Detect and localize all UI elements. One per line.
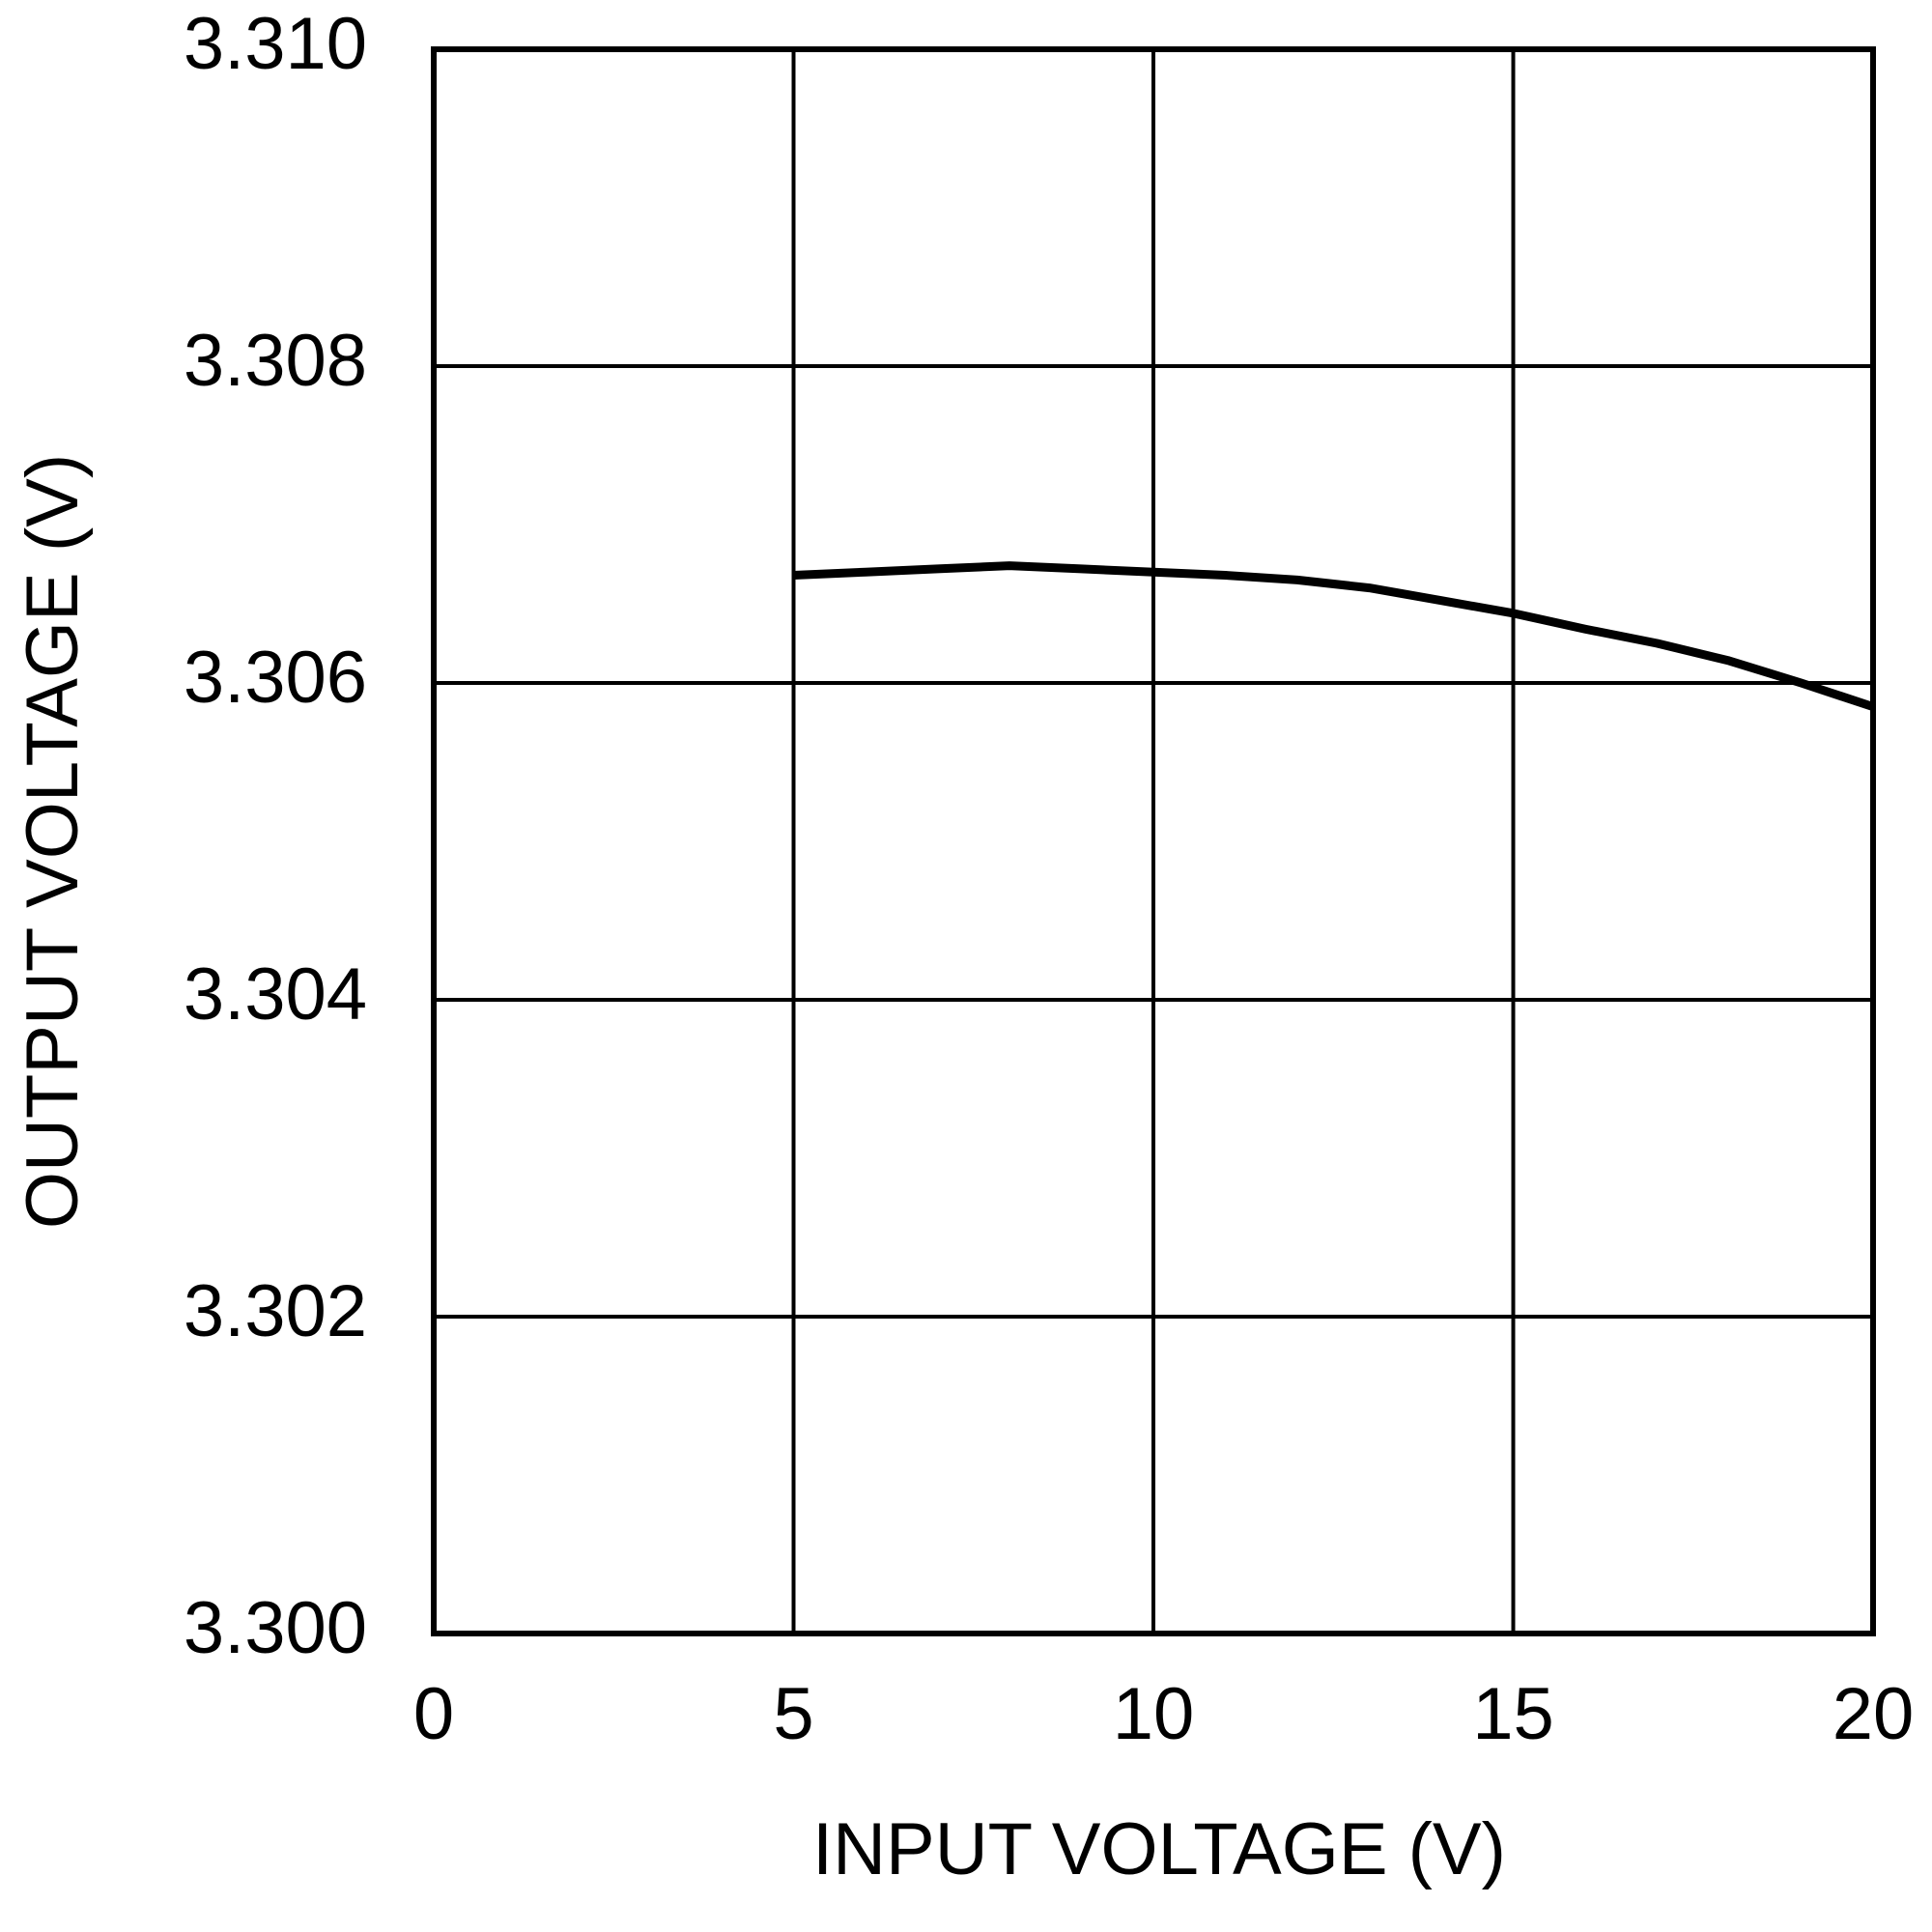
y-axis-label: OUTPUT VOLTAGE (V) <box>12 454 94 1229</box>
plot-frame <box>431 46 1876 1636</box>
y-tick-label: 3.304 <box>184 953 367 1036</box>
x-tick-label: 10 <box>1113 1673 1195 1755</box>
y-tick-label: 3.300 <box>184 1587 367 1669</box>
data-line <box>793 561 1875 711</box>
x-axis-label: INPUT VOLTAGE (V) <box>812 1808 1506 1890</box>
y-tick-label: 3.302 <box>184 1270 367 1352</box>
x-tick-label: 15 <box>1472 1673 1554 1755</box>
x-tick-label: 20 <box>1833 1673 1915 1755</box>
x-tick-label: 0 <box>413 1673 454 1755</box>
y-tick-label: 3.306 <box>184 637 367 719</box>
y-tick-label: 3.308 <box>184 320 367 402</box>
x-tick-label: 5 <box>773 1673 813 1755</box>
y-tick-label: 3.310 <box>184 3 367 85</box>
